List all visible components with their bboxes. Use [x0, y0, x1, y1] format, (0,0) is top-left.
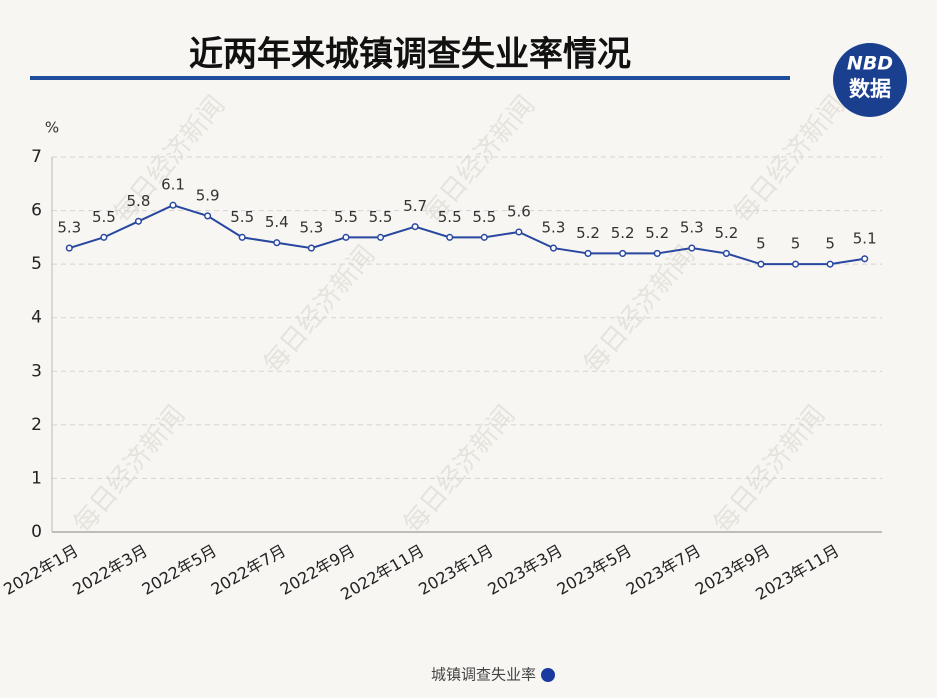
logo-text: NBD [847, 53, 893, 75]
data-label: 5.4 [265, 213, 289, 231]
marker [826, 260, 834, 268]
legend-marker [541, 668, 555, 682]
logo-circle [833, 43, 907, 117]
marker [65, 244, 73, 252]
data-label: 5.2 [645, 224, 669, 242]
data-label: 5.5 [334, 208, 358, 226]
marker [515, 228, 523, 236]
data-label: 5.6 [507, 203, 531, 221]
marker [722, 249, 730, 257]
y-tick-label: 4 [31, 308, 42, 328]
marker [653, 249, 661, 257]
chart-title: 近两年来城镇调查失业率情况 [189, 35, 631, 75]
data-label: 6.1 [161, 176, 185, 194]
data-label: 5.3 [57, 219, 81, 237]
marker [549, 244, 558, 252]
y-tick-label: 1 [31, 468, 42, 488]
y-tick-label: 5 [31, 254, 42, 274]
marker [134, 217, 143, 225]
y-axis-unit: % [45, 119, 59, 137]
marker [169, 201, 177, 209]
marker [480, 233, 488, 241]
marker [411, 223, 419, 231]
data-label: 5.5 [369, 208, 393, 226]
data-label: 5.3 [299, 219, 323, 237]
marker [238, 233, 246, 241]
logo-text: 数据 [849, 77, 891, 101]
line [68, 204, 865, 266]
y-tick-label: 0 [31, 522, 42, 542]
marker [342, 233, 350, 241]
legend-label: 城镇调查失业率 [431, 666, 536, 684]
data-label: 5.5 [472, 208, 496, 226]
marker [273, 239, 281, 247]
data-label: 5.2 [714, 224, 738, 242]
marker [619, 249, 627, 257]
marker [584, 249, 592, 257]
marker [100, 233, 108, 241]
data-label: 5.3 [542, 219, 566, 237]
data-label: 5.8 [127, 192, 151, 210]
data-label: 5 [756, 235, 766, 253]
data-label: 5.5 [230, 208, 254, 226]
data-label: 5.2 [576, 224, 600, 242]
marker [791, 260, 800, 268]
title-underline [30, 76, 790, 80]
data-label: 5 [825, 235, 835, 253]
marker [376, 233, 385, 241]
y-tick-label: 7 [31, 147, 42, 167]
y-tick-label: 3 [31, 361, 42, 381]
data-label: 5.5 [92, 208, 116, 226]
data-label: 5 [791, 235, 801, 253]
y-tick-label: 2 [31, 415, 42, 435]
marker [446, 233, 454, 241]
data-label: 5.5 [438, 208, 462, 226]
marker [307, 244, 315, 252]
marker [861, 255, 869, 263]
y-tick-label: 6 [31, 201, 42, 221]
data-label: 5.2 [611, 224, 635, 242]
marker [204, 212, 212, 220]
marker [757, 260, 765, 268]
data-label: 5.3 [680, 219, 704, 237]
data-label: 5.7 [403, 197, 427, 215]
marker [688, 244, 696, 252]
data-label: 5.9 [196, 186, 220, 204]
data-label: 5.1 [853, 229, 877, 247]
